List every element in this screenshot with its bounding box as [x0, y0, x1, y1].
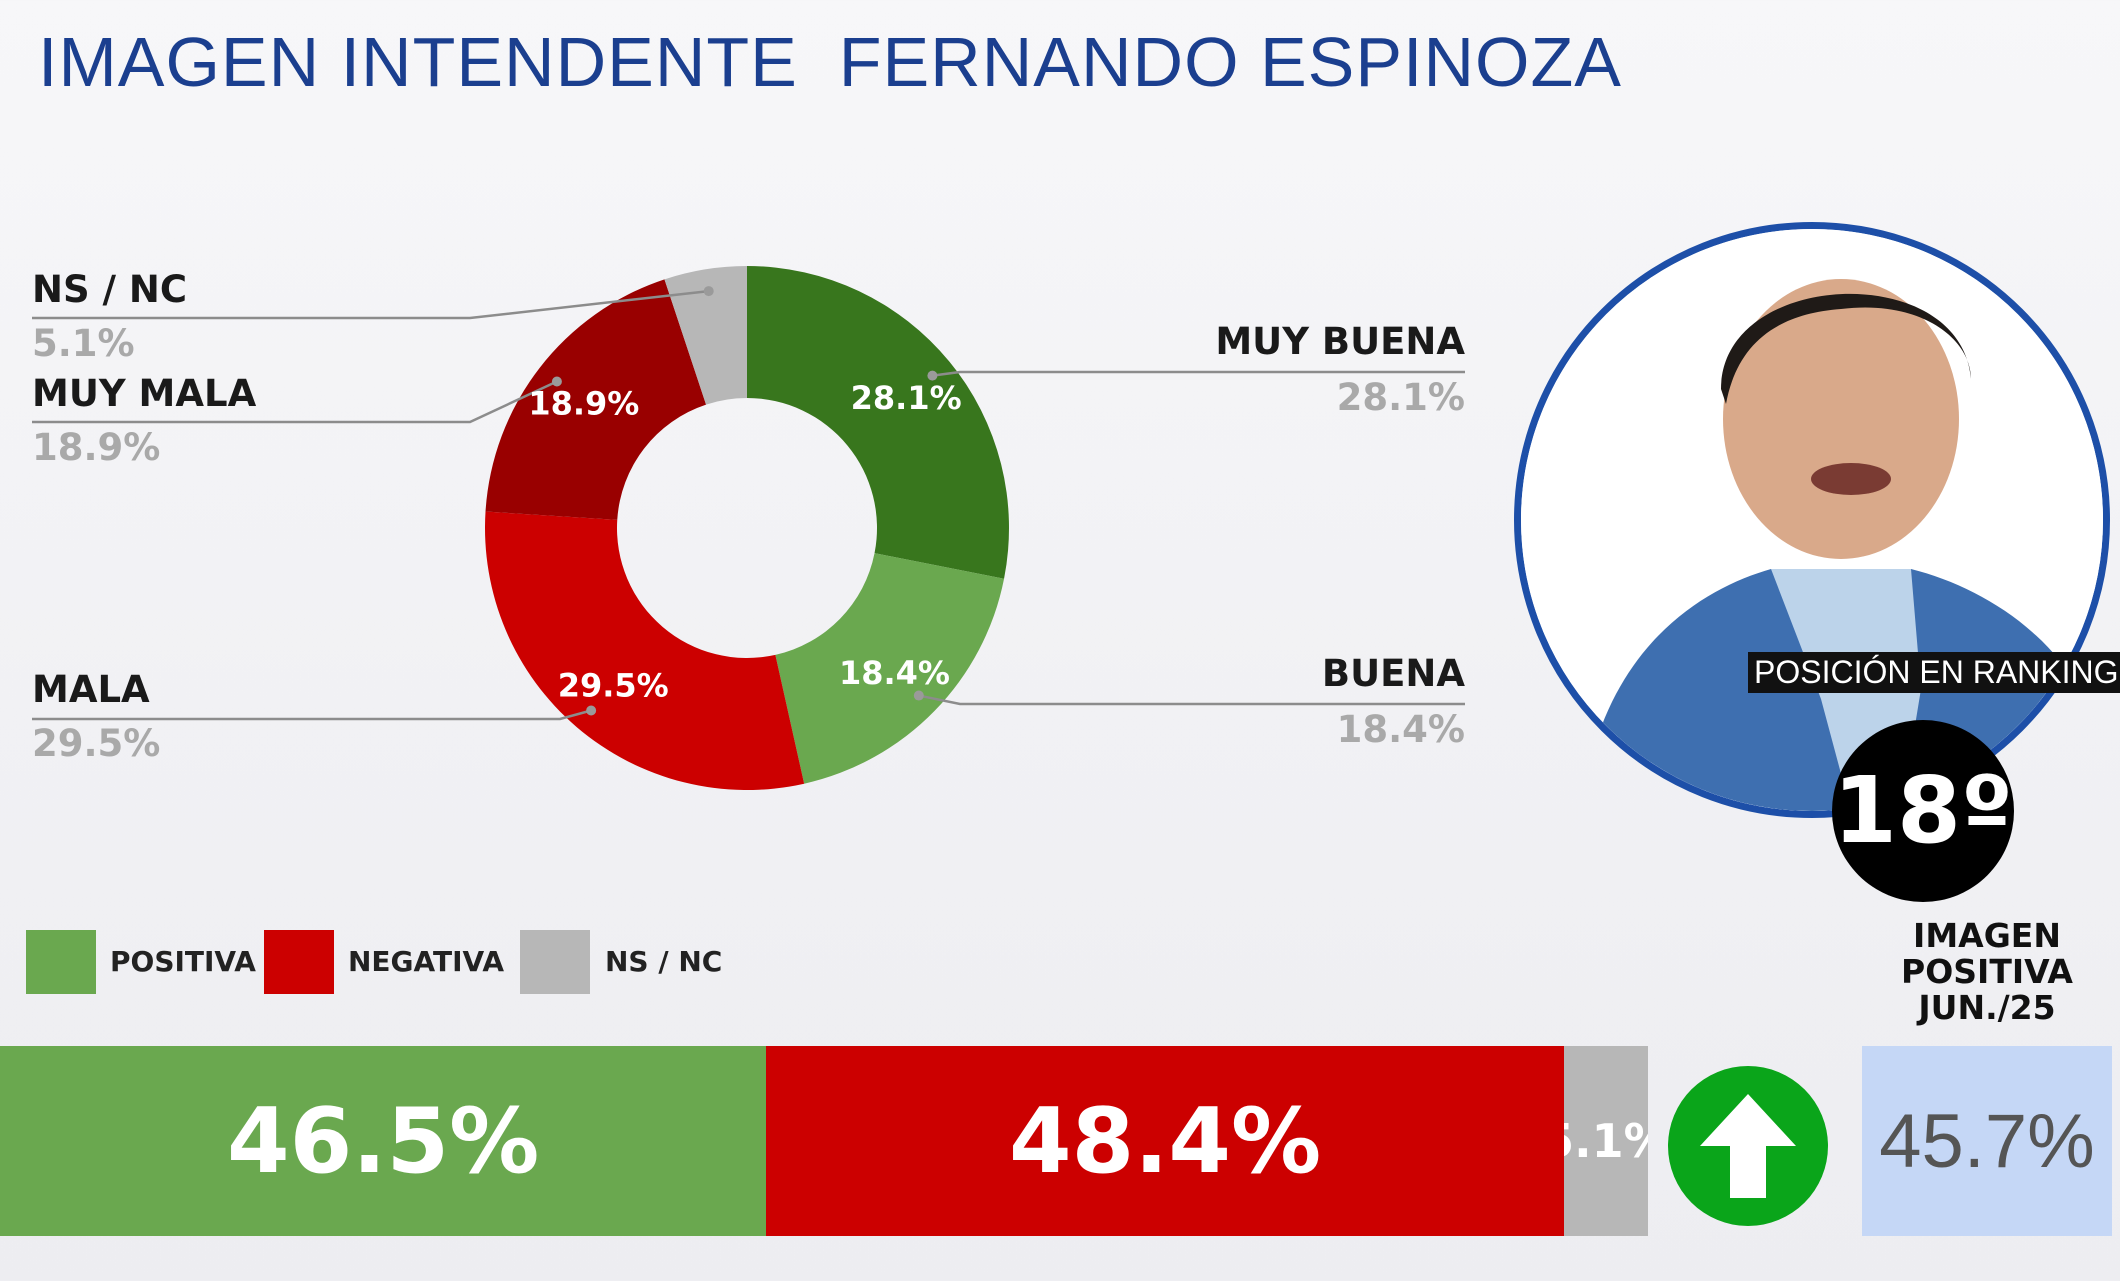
person-silhouette-icon	[1521, 229, 2103, 811]
page-title: IMAGEN INTENDENTE FERNANDO ESPINOZA	[38, 23, 1622, 101]
bar-segment-negativa: 48.4%	[766, 1046, 1564, 1236]
value-muy-buena: 28.1%	[1336, 376, 1465, 419]
positive-image-line1: IMAGEN	[1913, 916, 2061, 955]
slice-label-muy-buena: 28.1%	[851, 379, 962, 417]
leader-dot	[551, 376, 562, 387]
leader-line	[32, 709, 592, 721]
label-mala: MALA	[32, 668, 150, 711]
bar-segment-nsnc: 5.1%	[1563, 1046, 1648, 1236]
slice-muy-buena	[747, 266, 1010, 579]
leader-dot	[703, 286, 714, 297]
label-muy-buena: MUY BUENA	[1215, 320, 1465, 363]
legend-label-nsnc: NS / NC	[605, 945, 723, 978]
bar-segment-positiva: 46.5%	[0, 1046, 767, 1236]
label-buena: BUENA	[1321, 652, 1465, 695]
positive-image-heading: IMAGEN POSITIVA JUN./25	[1862, 918, 2112, 1026]
slice-mala	[485, 511, 805, 790]
label-ns-nc: NS / NC	[32, 268, 188, 311]
legend-label-positiva: POSITIVA	[110, 945, 256, 978]
legend-swatch-negativa	[264, 930, 334, 994]
value-muy-mala: 18.9%	[32, 426, 161, 469]
leader-line	[32, 380, 558, 424]
label-muy-mala: MUY MALA	[32, 372, 257, 415]
leader-dot	[586, 705, 597, 716]
positive-image-value: 45.7%	[1862, 1046, 2112, 1236]
leader-dot	[913, 690, 924, 701]
slice-buena	[775, 553, 1005, 784]
leader-dot	[927, 370, 938, 381]
donut-chart: 28.1% 18.4% 29.5% 18.9%	[32, 266, 1465, 790]
legend-label-negativa: NEGATIVA	[348, 945, 504, 978]
legend-swatch-nsnc	[520, 930, 590, 994]
ranking-badge: 18º	[1832, 720, 2014, 902]
value-ns-nc: 5.1%	[32, 322, 135, 365]
positive-image-line3: JUN./25	[1918, 988, 2056, 1027]
ranking-label: POSICIÓN EN RANKING	[1748, 652, 2120, 693]
slice-label-mala: 29.5%	[558, 667, 669, 705]
value-mala: 29.5%	[32, 722, 161, 765]
leader-line	[32, 289, 709, 320]
arrow-up-icon	[1668, 1066, 1828, 1226]
legend-swatch-positiva	[26, 930, 96, 994]
leader-line	[932, 370, 1465, 377]
slice-ns-nc	[664, 266, 747, 405]
slice-label-buena: 18.4%	[839, 654, 950, 692]
positive-image-line2: POSITIVA	[1901, 952, 2073, 991]
portrait-photo	[1514, 222, 2110, 818]
value-buena: 18.4%	[1336, 708, 1465, 751]
leader-line	[918, 694, 1465, 706]
slice-muy-mala	[485, 279, 707, 520]
slice-label-muy-mala: 18.9%	[528, 384, 639, 422]
